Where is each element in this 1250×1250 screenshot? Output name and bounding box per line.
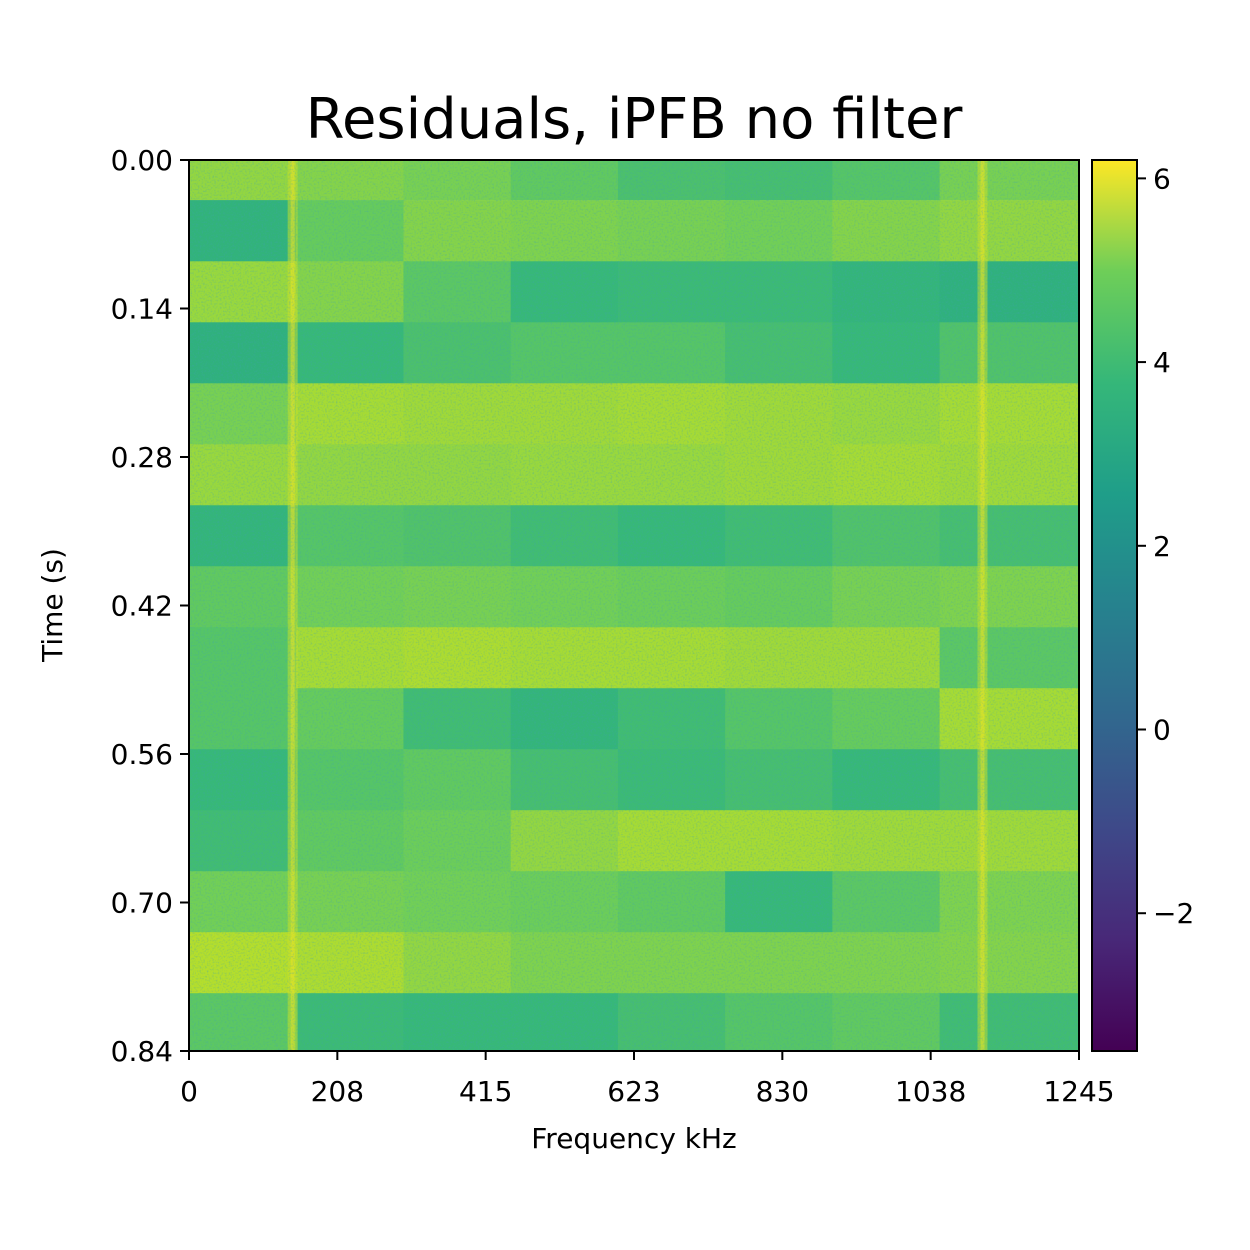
y-tick-label: 0.56 [111, 738, 173, 771]
y-tick-label: 0.14 [111, 293, 173, 326]
y-axis-label: Time (s) [36, 548, 69, 663]
x-tick-label: 1245 [1043, 1075, 1114, 1108]
colorbar-tick-label: 4 [1153, 346, 1171, 379]
x-tick-label: 415 [459, 1075, 512, 1108]
x-tick-label: 623 [607, 1075, 660, 1108]
colorbar-tick-label: 0 [1153, 714, 1171, 747]
colorbar-tick-label: −2 [1153, 897, 1194, 930]
y-tick-label: 0.00 [111, 144, 173, 177]
y-tick-label: 0.70 [111, 887, 173, 920]
x-axis-label: Frequency kHz [531, 1122, 737, 1155]
chart-title: Residuals, iPFB no filter [306, 87, 964, 152]
x-tick-label: 0 [180, 1075, 198, 1108]
y-tick-label: 0.28 [111, 441, 173, 474]
y-tick-label: 0.84 [111, 1035, 173, 1068]
x-tick-label: 830 [756, 1075, 809, 1108]
colorbar-tick-label: 6 [1153, 162, 1171, 195]
colorbar-ticks: −2 0 2 4 6 [1137, 162, 1194, 930]
x-tick-label: 1038 [895, 1075, 966, 1108]
x-tick-label: 208 [311, 1075, 364, 1108]
colorbar-tick-label: 2 [1153, 530, 1171, 563]
y-tick-label: 0.42 [111, 590, 173, 623]
x-axis-ticks: 0 208 415 623 830 1038 1245 [180, 1051, 1115, 1108]
heatmap-noise [189, 160, 1079, 1051]
y-axis-ticks: 0.00 0.14 0.28 0.42 0.56 0.70 0.84 [111, 144, 189, 1068]
colorbar [1091, 159, 1138, 1052]
